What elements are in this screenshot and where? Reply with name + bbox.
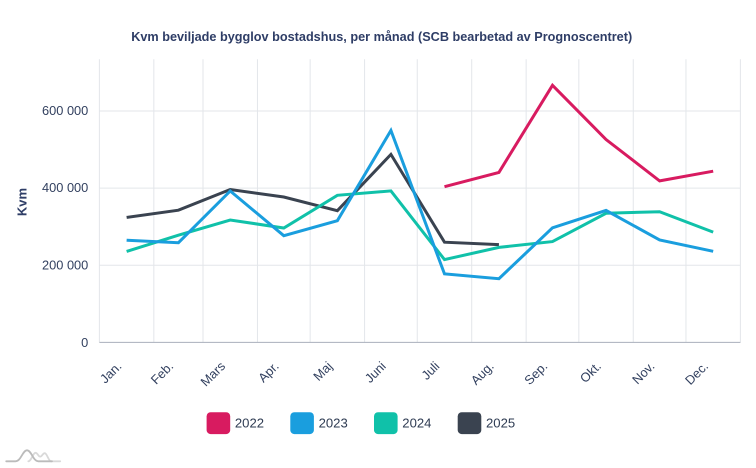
svg-text:600 000: 600 000 bbox=[42, 103, 88, 118]
svg-text:Okt.: Okt. bbox=[577, 359, 604, 386]
svg-text:Mars: Mars bbox=[197, 359, 228, 390]
svg-text:2022: 2022 bbox=[235, 415, 264, 430]
svg-text:Juni: Juni bbox=[362, 359, 389, 386]
svg-text:Juli: Juli bbox=[418, 359, 442, 383]
svg-text:400 000: 400 000 bbox=[42, 180, 88, 195]
svg-text:Kvm: Kvm bbox=[14, 188, 29, 216]
svg-text:200 000: 200 000 bbox=[42, 258, 88, 273]
svg-text:Maj: Maj bbox=[310, 359, 335, 384]
svg-text:0: 0 bbox=[81, 335, 88, 350]
svg-text:Aug.: Aug. bbox=[468, 359, 497, 388]
svg-text:Jan.: Jan. bbox=[97, 359, 125, 387]
svg-text:Nov.: Nov. bbox=[629, 359, 658, 388]
svg-text:Kvm beviljade bygglov bostadsh: Kvm beviljade bygglov bostadshus, per må… bbox=[131, 29, 632, 44]
svg-text:2025: 2025 bbox=[486, 415, 515, 430]
svg-text:Sep.: Sep. bbox=[521, 359, 550, 388]
svg-text:Feb.: Feb. bbox=[148, 359, 177, 388]
svg-text:2023: 2023 bbox=[319, 415, 348, 430]
svg-text:Dec.: Dec. bbox=[682, 359, 711, 388]
svg-text:2024: 2024 bbox=[402, 415, 431, 430]
svg-text:Apr.: Apr. bbox=[255, 359, 282, 386]
